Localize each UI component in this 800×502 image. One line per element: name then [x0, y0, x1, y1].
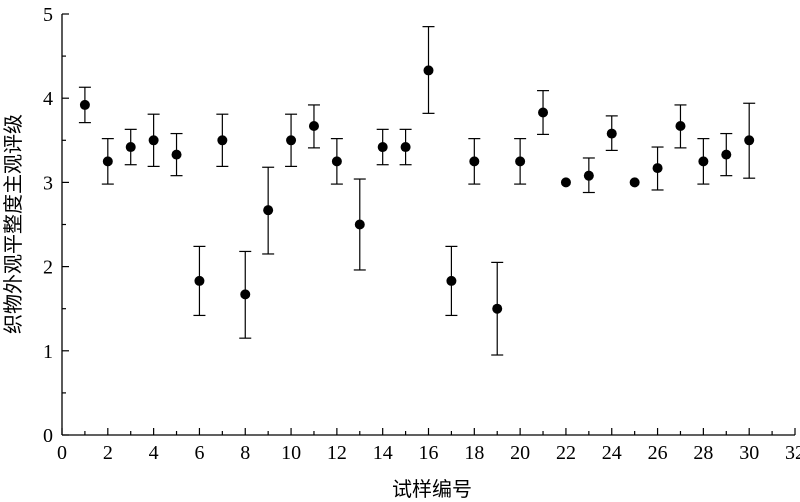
x-tick-label: 16: [419, 442, 439, 464]
x-tick-label: 8: [240, 442, 250, 464]
y-tick-label: 4: [43, 88, 53, 110]
data-point: [744, 135, 755, 146]
x-tick-label: 20: [510, 442, 530, 464]
data-point: [286, 135, 297, 146]
x-tick-label: 12: [327, 442, 347, 464]
x-tick-label: 30: [739, 442, 759, 464]
data-point: [194, 275, 205, 286]
data-point: [217, 135, 228, 146]
data-point: [240, 289, 251, 300]
data-point: [79, 99, 90, 110]
y-tick-label: 0: [43, 425, 53, 447]
x-tick-label: 22: [556, 442, 576, 464]
y-tick-label: 1: [43, 341, 53, 363]
data-point: [560, 177, 571, 188]
data-point: [102, 156, 113, 167]
data-point: [469, 156, 480, 167]
y-tick-label: 3: [43, 172, 53, 194]
x-tick-label: 32: [785, 442, 800, 464]
x-tick-label: 26: [648, 442, 668, 464]
data-point: [629, 177, 640, 188]
data-point: [446, 275, 457, 286]
data-point: [377, 142, 388, 153]
data-point: [515, 156, 526, 167]
data-point: [538, 107, 549, 118]
data-point: [606, 128, 617, 139]
x-tick-label: 10: [281, 442, 301, 464]
data-point: [125, 142, 136, 153]
x-tick-label: 4: [149, 442, 159, 464]
x-tick-label: 14: [373, 442, 393, 464]
data-point: [400, 142, 411, 153]
x-tick-label: 0: [57, 442, 67, 464]
data-point: [721, 149, 732, 160]
data-point: [423, 65, 434, 76]
data-point: [492, 303, 503, 314]
x-axis-title: 试样编号: [392, 477, 472, 501]
data-point: [308, 120, 319, 131]
data-point: [331, 156, 342, 167]
x-tick-label: 2: [103, 442, 113, 464]
data-point: [171, 149, 182, 160]
data-point: [354, 219, 365, 230]
data-point: [583, 170, 594, 181]
y-axis-title: 织物外观平整度主观评级: [1, 114, 25, 334]
data-point: [148, 135, 159, 146]
data-point: [652, 163, 663, 174]
y-tick-label: 5: [43, 4, 53, 26]
data-point: [698, 156, 709, 167]
data-point: [675, 120, 686, 131]
data-point: [263, 205, 274, 216]
x-tick-label: 6: [194, 442, 204, 464]
x-tick-label: 18: [464, 442, 484, 464]
x-tick-label: 28: [693, 442, 713, 464]
y-tick-label: 2: [43, 257, 53, 279]
x-tick-label: 24: [602, 442, 622, 464]
